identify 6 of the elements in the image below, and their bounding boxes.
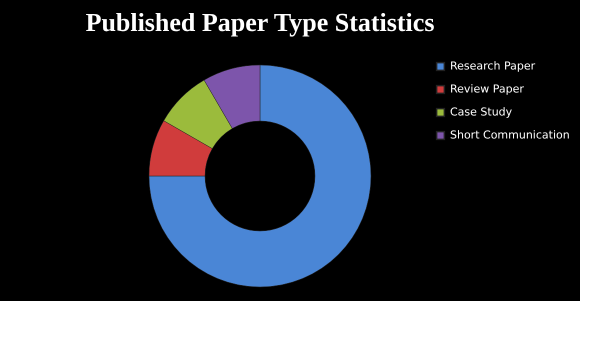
chart-title: Published Paper Type Statistics xyxy=(86,8,434,37)
legend-label: Short Communication xyxy=(450,128,570,142)
legend-label: Review Paper xyxy=(450,82,524,96)
donut-slice xyxy=(148,64,372,288)
legend-label: Research Paper xyxy=(450,60,536,72)
legend-label: Case Study xyxy=(450,106,513,118)
